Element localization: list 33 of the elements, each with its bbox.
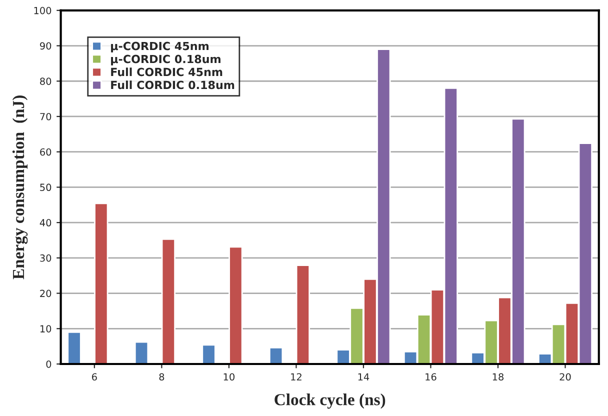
- y-tick-label: 0: [46, 360, 52, 368]
- bar: [161, 238, 176, 364]
- bar: [202, 344, 216, 364]
- bar: [67, 331, 82, 364]
- y-tick-label: 100: [34, 6, 52, 14]
- legend-label: Full CORDIC 45nm: [111, 68, 222, 76]
- bar: [268, 347, 284, 364]
- y-tick-label: 50: [40, 184, 52, 192]
- legend-label: μ-CORDIC 0.18um: [111, 54, 220, 66]
- bar: [134, 341, 149, 364]
- x-tick-label: 16: [426, 373, 436, 381]
- x-axis-title: Clock cycle (ns): [274, 394, 386, 409]
- x-tick-label: 10: [224, 373, 234, 381]
- x-tick-label: 20: [560, 373, 571, 381]
- x-tick-label: 14: [358, 373, 370, 380]
- legend-label: Full CORDIC 0.18um: [111, 80, 234, 90]
- y-tick-label: 80: [40, 78, 52, 85]
- x-tick-label: 12: [291, 373, 302, 380]
- bar: [228, 246, 243, 364]
- y-tick-label: 10: [40, 325, 52, 332]
- y-tick-label: 40: [40, 219, 52, 226]
- bar: [296, 264, 310, 364]
- x-tick-label: 8: [159, 373, 164, 381]
- x-tick-label: 6: [92, 373, 97, 381]
- y-tick-label: 20: [40, 290, 52, 298]
- y-tick-label: 90: [40, 42, 52, 50]
- y-tick-label: 60: [40, 148, 52, 156]
- y-axis-title: Energy consumption (nJ): [12, 96, 28, 280]
- y-tick-label: 30: [40, 254, 52, 262]
- legend-label: μ-CORDIC 45nm: [111, 42, 208, 52]
- y-tick-label: 70: [40, 112, 52, 120]
- x-tick-label: 18: [492, 373, 504, 381]
- bar: [94, 202, 108, 364]
